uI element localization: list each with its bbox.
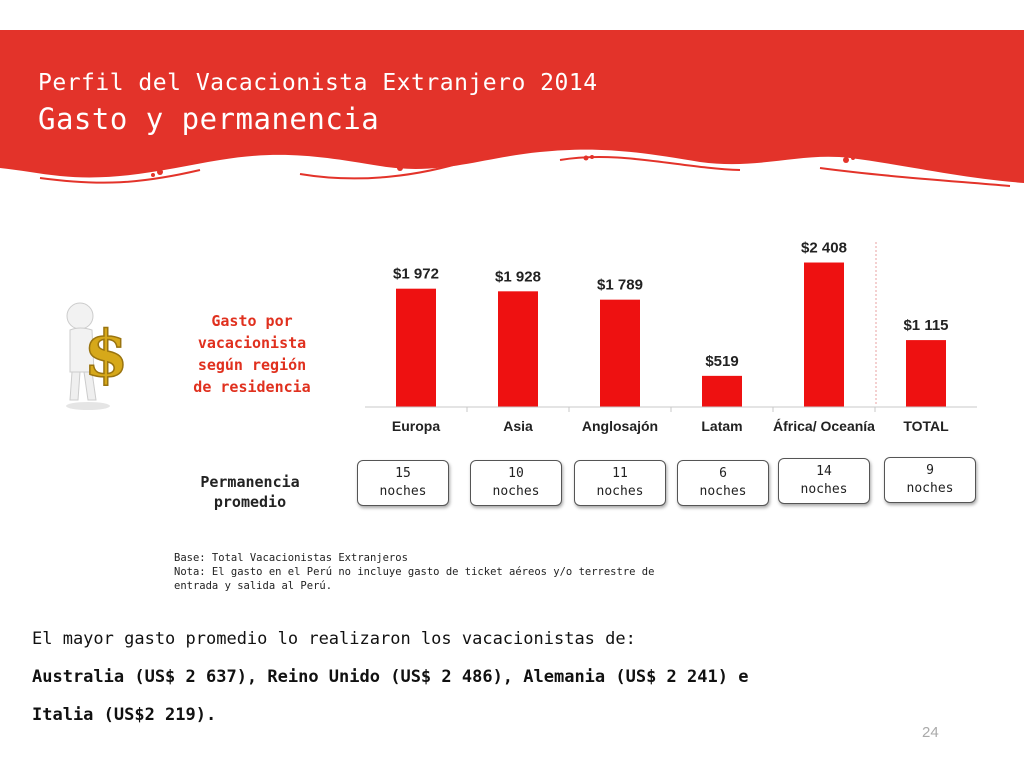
bar-2	[600, 299, 640, 407]
svg-text:$: $	[84, 317, 129, 392]
stay-nights-unit: noches	[906, 481, 954, 496]
spend-label-line: según región	[197, 356, 307, 374]
stay-nights-unit: noches	[596, 484, 644, 499]
bar-value-label: $1 789	[597, 277, 643, 294]
stay-box-anglosajon: 11 noches	[574, 460, 666, 506]
x-tick-label: Asia	[503, 418, 533, 434]
stay-nights-unit: noches	[379, 484, 427, 499]
spend-label: Gasto por vacacionista según región de r…	[172, 310, 332, 398]
stay-nights-number: 6	[719, 466, 727, 481]
stay-nights-number: 14	[816, 464, 832, 479]
stay-nights-unit: noches	[492, 484, 540, 499]
stay-label-line: promedio	[213, 493, 287, 511]
stay-nights-number: 11	[612, 466, 628, 481]
x-tick-label: TOTAL	[903, 418, 949, 434]
stay-box-asia: 10 noches	[470, 460, 562, 506]
stay-box-africa-oceania: 14 noches	[778, 458, 870, 504]
bar-value-label: $2 408	[801, 240, 847, 257]
note-line: entrada y salida al Perú.	[174, 580, 333, 592]
bar-value-label: $519	[705, 353, 738, 370]
bar-value-label: $1 928	[495, 268, 541, 285]
conclusion-text: El mayor gasto promedio lo realizaron lo…	[32, 620, 1012, 734]
stay-label: Permanencia promedio	[180, 472, 320, 512]
spend-bar-chart: $1 972 $1 928 $1 789 $519 $2 408 $1 115 Europ…	[365, 240, 977, 434]
spend-label-line: vacacionista	[197, 334, 307, 352]
x-tick-label: África/ Oceanía	[773, 418, 875, 434]
stay-nights-number: 9	[926, 463, 934, 478]
stay-box-latam: 6 noches	[677, 460, 769, 506]
stay-nights-number: 15	[395, 466, 411, 481]
conclusion-line: El mayor gasto promedio lo realizaron lo…	[32, 629, 636, 649]
bar-value-label: $1 972	[393, 266, 439, 283]
x-tick-label: Latam	[701, 418, 742, 434]
money-figure-icon: $	[66, 302, 129, 410]
x-tick-label: Anglosajón	[582, 418, 658, 434]
slide-subtitle: Perfil del Vacacionista Extranjero 2014	[38, 70, 598, 96]
stay-label-line: Permanencia	[200, 473, 300, 491]
bar-4	[804, 262, 844, 407]
footnotes: Base: Total Vacacionistas Extranjeros No…	[174, 551, 734, 593]
bar-value-label: $1 115	[903, 317, 948, 334]
x-tick-label: Europa	[392, 418, 440, 434]
stay-nights-number: 10	[508, 466, 524, 481]
stay-nights-unit: noches	[800, 482, 848, 497]
bar-3	[702, 375, 742, 407]
slide-title: Gasto y permanencia	[38, 102, 380, 136]
bar-5	[906, 340, 946, 407]
spend-label-line: de residencia	[193, 378, 311, 396]
spend-label-line: Gasto por	[211, 312, 293, 330]
bar-0	[396, 288, 436, 407]
stay-nights-unit: noches	[699, 484, 747, 499]
page-number: 24	[922, 724, 939, 741]
note-line: Nota: El gasto en el Perú no incluye gas…	[174, 566, 655, 578]
stay-box-total: 9 noches	[884, 457, 976, 503]
stay-box-europa: 15 noches	[357, 460, 449, 506]
header-banner	[0, 30, 1024, 187]
note-base: Base: Total Vacacionistas Extranjeros	[174, 552, 408, 564]
conclusion-line: Australia (US$ 2 637), Reino Unido (US$ …	[32, 667, 749, 687]
bar-1	[498, 291, 538, 407]
conclusion-line: Italia (US$2 219).	[32, 705, 217, 725]
